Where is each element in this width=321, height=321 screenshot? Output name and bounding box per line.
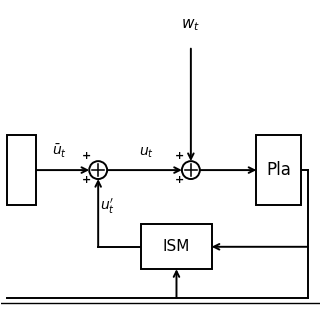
- Text: +: +: [174, 175, 184, 185]
- Text: +: +: [174, 151, 184, 161]
- Text: Pla: Pla: [266, 161, 291, 179]
- Bar: [256, 135, 301, 205]
- Text: +: +: [82, 151, 91, 161]
- Text: $w_t$: $w_t$: [181, 17, 200, 33]
- Circle shape: [89, 161, 107, 179]
- Text: $\bar{u}_t$: $\bar{u}_t$: [52, 143, 67, 160]
- Circle shape: [182, 161, 200, 179]
- Text: $u^{\prime}_t$: $u^{\prime}_t$: [100, 197, 115, 216]
- Bar: [141, 224, 212, 269]
- Bar: [7, 135, 36, 205]
- Text: $u_t$: $u_t$: [139, 146, 153, 160]
- Text: +: +: [82, 175, 91, 185]
- Text: ISM: ISM: [163, 239, 190, 254]
